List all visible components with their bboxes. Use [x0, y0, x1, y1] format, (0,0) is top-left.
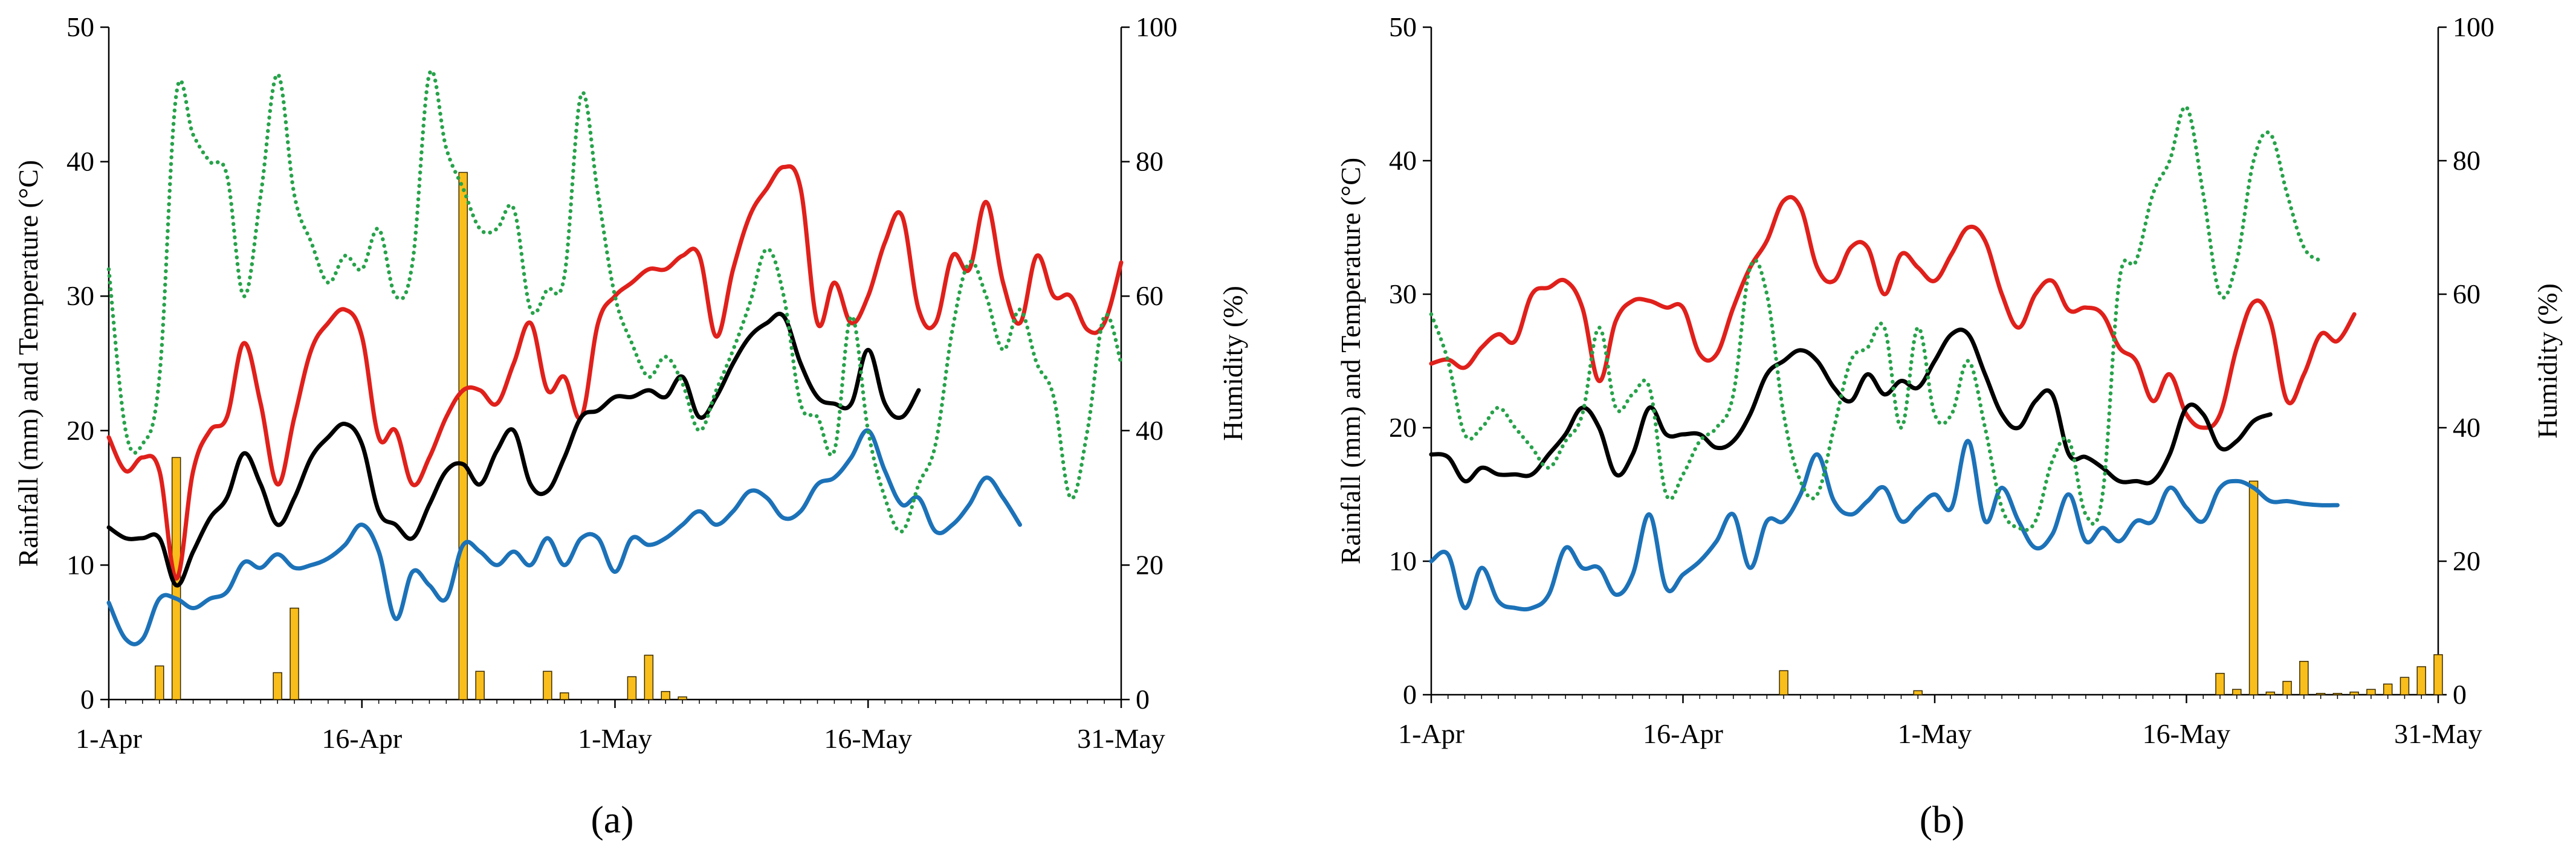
y-right-tick-label: 100: [1136, 11, 1177, 42]
mean-temperature-line: [1429, 327, 2273, 486]
x-tick-label: 31-May: [2394, 718, 2482, 749]
rainfall-bar: [2215, 672, 2225, 695]
x-tick-label: 1-Apr: [76, 723, 142, 754]
mean-temperature-line: [106, 312, 921, 588]
x-tick-label: 16-May: [2143, 718, 2231, 749]
rainfall-bar: [560, 692, 569, 700]
y-right-tick-label: 60: [1136, 280, 1163, 311]
y-left-tick-label: 10: [1389, 546, 1417, 576]
rainfall-bar: [2416, 666, 2426, 695]
panel-a: 0 10 20 30 40 50 0 20 40 60 80 100 1-Apr 16-Apr 1-May 1…: [13, 11, 1248, 841]
min-temperature-line: [106, 428, 1022, 646]
y-left-tick-label: 10: [66, 549, 94, 580]
y-axis-right-label: Humidity (%): [1217, 286, 1248, 441]
rainfall-bar: [2265, 691, 2276, 695]
y-right-tick-label: 40: [1136, 415, 1163, 446]
humidity-line: [1429, 105, 2323, 532]
x-tick-label: 1-May: [1898, 718, 1972, 749]
panel-label: (a): [591, 798, 633, 841]
x-tick-label: 31-May: [1077, 723, 1165, 754]
y-left-tick-label: 0: [1403, 679, 1417, 710]
max-temperature-line: [106, 164, 1124, 581]
panel-label: (b): [1920, 798, 1965, 841]
rainfall-bar: [2400, 677, 2410, 695]
rainfall-bar: [2433, 654, 2443, 695]
y-right-tick-label: 80: [2453, 145, 2481, 176]
y-axis-left-label: Rainfall (mm) and Temperature (°C): [1335, 158, 1366, 564]
rainfall-bar: [2282, 681, 2292, 695]
y-right-tick-label: 80: [1136, 146, 1163, 177]
panel-b: 0 10 20 30 40 50 0 20 40 60 80 100 1-Apr 16-Apr 1-May 1…: [1335, 11, 2563, 841]
y-axis-left-label: Rainfall (mm) and Temperature (°C): [13, 160, 44, 567]
rainfall-bar: [2332, 693, 2343, 695]
y-right-tick-label: 100: [2453, 11, 2494, 42]
y-right-tick-label: 20: [2453, 546, 2481, 576]
x-tick-label: 16-Apr: [1643, 718, 1723, 749]
y-right-tick-label: 40: [2453, 412, 2481, 443]
y-right-tick-label: 0: [1136, 684, 1150, 715]
y-left-tick-label: 0: [80, 684, 94, 715]
rainfall-bar: [1779, 670, 1788, 695]
rainfall-bar: [661, 690, 670, 700]
rainfall-bar: [273, 672, 282, 700]
y-left-tick-label: 40: [66, 146, 94, 177]
x-tick-label: 1-May: [578, 723, 652, 754]
rainfall-bar: [543, 671, 552, 700]
rainfall-bar: [2366, 689, 2376, 695]
y-left-tick-label: 20: [66, 415, 94, 446]
rainfall-bar: [678, 696, 687, 700]
rainfall-bar: [475, 671, 485, 700]
max-temperature-line: [1429, 195, 2357, 430]
x-tick-label: 1-Apr: [1398, 718, 1464, 749]
y-left-tick-label: 40: [1389, 145, 1417, 176]
rainfall-bar: [2383, 683, 2393, 695]
y-axis-right-label: Humidity (%): [2532, 283, 2563, 439]
rainfall-bar: [2232, 689, 2242, 695]
y-left-tick-label: 50: [66, 11, 94, 42]
y-right-tick-label: 60: [2453, 278, 2481, 309]
y-right-tick-label: 0: [2453, 679, 2467, 710]
rainfall-bar: [627, 676, 637, 700]
rainfall-bar: [2248, 480, 2259, 695]
humidity-line: [106, 68, 1124, 534]
rainfall-bar: [290, 607, 299, 700]
rainfall-bar: [155, 665, 164, 700]
rainfall-bar: [1913, 690, 1923, 695]
y-left-tick-label: 30: [66, 280, 94, 311]
x-tick-label: 16-May: [824, 723, 912, 754]
rainfall-bar: [2299, 661, 2309, 695]
rainfall-bar: [458, 172, 468, 700]
x-tick-label: 16-Apr: [322, 723, 402, 754]
rainfall-bar: [2315, 693, 2326, 695]
y-right-tick-label: 20: [1136, 549, 1163, 580]
y-left-tick-label: 20: [1389, 412, 1417, 443]
min-temperature-line: [1429, 439, 2340, 612]
rainfall-bar: [2349, 691, 2359, 695]
rainfall-bar: [644, 654, 654, 700]
y-left-tick-label: 30: [1389, 278, 1417, 309]
y-left-tick-label: 50: [1389, 11, 1417, 42]
